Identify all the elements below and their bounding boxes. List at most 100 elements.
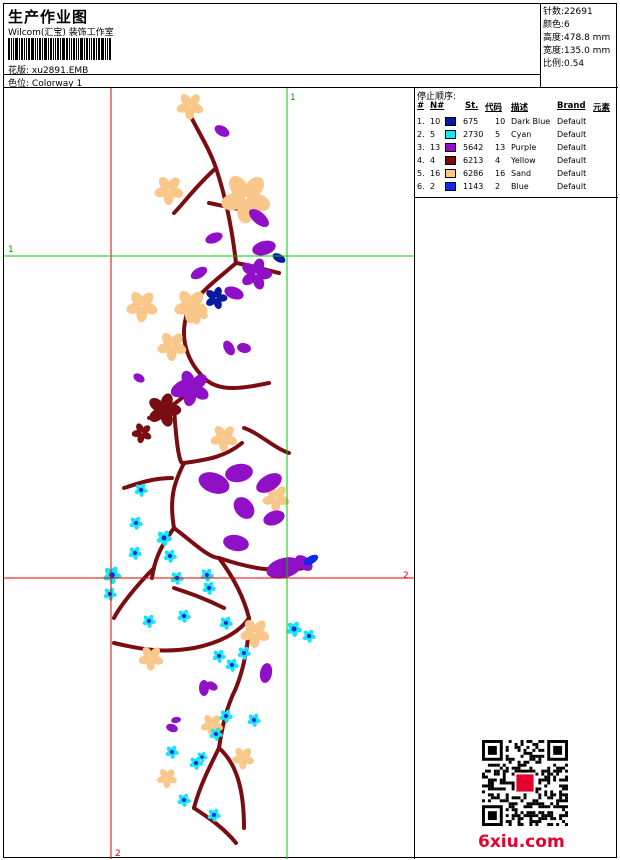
leaf	[259, 663, 273, 683]
barcode-bar	[44, 38, 47, 60]
row-code: 13	[495, 143, 506, 152]
qr-module	[538, 802, 542, 806]
qr-module	[529, 820, 533, 824]
stop-sequence-table: 停止顺序: # N# St. 代码 描述 Brand 元素 1. 10 675 10 D…	[415, 88, 618, 198]
stat-value: 6	[564, 20, 570, 30]
col-header-code: 代码	[485, 103, 503, 113]
qr-module	[520, 742, 524, 746]
row-desc: Yellow	[511, 156, 536, 165]
qr-module	[529, 817, 533, 821]
qr-module	[490, 796, 494, 800]
qr-module	[535, 742, 539, 746]
embroidery-canvas[interactable]: 1 1 2 2	[4, 88, 415, 859]
qr-module	[493, 778, 497, 782]
leaf	[233, 497, 255, 519]
cyan-blossom	[177, 793, 191, 807]
qr-module	[553, 817, 557, 821]
qr-module	[550, 811, 554, 815]
qr-module	[538, 811, 542, 815]
row-desc: Cyan	[511, 130, 532, 139]
qr-module	[514, 769, 518, 773]
qr-module	[529, 754, 533, 758]
leaf	[190, 266, 208, 280]
qr-code-icon	[482, 740, 568, 826]
row-stitches: 2730	[463, 130, 484, 139]
qr-module	[565, 814, 568, 818]
guide-label-h1: 1	[8, 245, 14, 255]
qr-module	[556, 766, 560, 770]
qr-module	[502, 769, 506, 773]
qr-module	[535, 799, 539, 803]
qr-module	[556, 802, 560, 806]
qr-module	[565, 775, 568, 779]
qr-module	[562, 784, 566, 788]
qr-module	[559, 778, 563, 782]
qr-module	[484, 769, 488, 773]
qr-module	[550, 790, 554, 794]
leaf	[266, 557, 302, 579]
qr-finder-core	[553, 745, 563, 755]
leaf	[166, 723, 178, 733]
sequence-row: 3. 13 5642 13 Purple Default	[415, 141, 618, 154]
qr-module	[493, 772, 497, 776]
qr-finder-core	[487, 811, 497, 821]
qr-module	[544, 769, 548, 773]
qr-module	[496, 793, 500, 797]
qr-module	[499, 787, 503, 791]
row-needle: 10	[430, 117, 441, 126]
cyan-blossom	[200, 568, 214, 582]
qr-module	[529, 805, 533, 809]
qr-module	[526, 811, 530, 815]
stat-label: 颜色:	[543, 20, 565, 30]
row-index: 6.	[417, 182, 425, 191]
qr-module	[541, 811, 545, 815]
qr-module	[544, 775, 548, 779]
sand-flower	[156, 768, 177, 789]
qr-module	[547, 775, 551, 779]
qr-module	[514, 802, 518, 806]
qr-module	[535, 820, 539, 824]
cyan-blossom	[103, 566, 122, 585]
document-title: 生产作业图	[8, 8, 89, 26]
stat-value: 22691	[564, 7, 593, 17]
qr-module	[529, 814, 533, 818]
cyan-blossom	[212, 649, 226, 663]
col-header-needle: N#	[430, 101, 445, 111]
barcode-bar	[62, 38, 65, 60]
barcode-icon	[8, 38, 132, 60]
qr-module	[556, 799, 560, 803]
qr-module	[487, 763, 491, 767]
barcode-bar	[107, 38, 108, 60]
qr-module	[511, 757, 515, 761]
qr-module	[565, 787, 568, 791]
qr-module	[487, 799, 491, 803]
barcode-bar	[35, 38, 36, 60]
qr-module	[538, 760, 542, 764]
qr-module	[532, 799, 536, 803]
qr-module	[541, 772, 545, 776]
guide-label-v2: 2	[115, 849, 121, 859]
leaf	[133, 373, 145, 383]
qr-module	[553, 763, 557, 767]
qr-module	[532, 820, 536, 824]
row-color-swatch	[445, 169, 456, 178]
row-stitches: 6213	[463, 156, 484, 165]
qr-module	[505, 757, 509, 761]
barcode-bar	[15, 38, 18, 60]
qr-module	[505, 766, 509, 770]
qr-module	[541, 740, 545, 743]
qr-module	[547, 811, 551, 815]
qr-module	[505, 769, 509, 773]
qr-module	[520, 763, 524, 767]
cyan-blossom	[219, 709, 233, 723]
qr-module	[535, 823, 539, 826]
qr-module	[565, 784, 568, 788]
barcode-bar	[55, 38, 56, 60]
stat-height: 高度:478.8 mm	[543, 32, 610, 45]
qr-module	[511, 772, 515, 776]
qr-module	[535, 802, 539, 806]
qr-module	[517, 796, 521, 800]
qr-module	[565, 805, 568, 809]
qr-module	[550, 793, 554, 797]
qr-module	[520, 769, 524, 773]
